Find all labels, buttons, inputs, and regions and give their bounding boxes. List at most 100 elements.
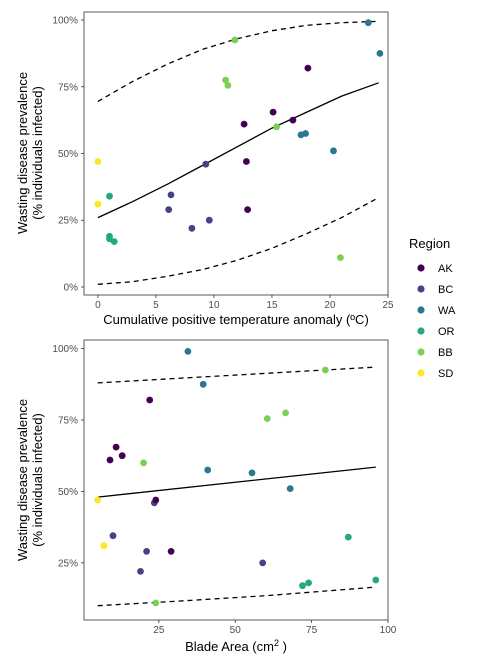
- fit-line: [97, 82, 379, 219]
- legend: Region AK BC WA OR BB SD: [409, 236, 456, 380]
- x-axis-title-text: Blade Area (cm: [185, 639, 274, 654]
- x-axis-title-end: ): [279, 639, 287, 654]
- data-point-or: [106, 192, 113, 200]
- data-point-ak: [304, 64, 312, 72]
- legend-items: AK BC WA OR BB SD: [417, 263, 456, 380]
- data-point-bb: [273, 123, 280, 131]
- x-axis-title-superscript: 2: [274, 638, 279, 648]
- y-axis-ticks: 0% 25% 50% 75% 100%: [52, 16, 84, 293]
- lower-bound-line: [97, 197, 380, 285]
- data-point-wa: [248, 469, 256, 477]
- legend-key-bc: [417, 285, 425, 293]
- data-point-bc: [165, 206, 173, 214]
- data-point-wa: [376, 50, 384, 57]
- plot-border: [83, 339, 389, 621]
- data-point-wa: [330, 147, 337, 155]
- legend-key-wa: [417, 306, 425, 314]
- x-tick-label: 75: [306, 625, 318, 636]
- x-tick-label: 5: [153, 300, 159, 311]
- data-point-wa: [199, 380, 207, 388]
- data-point-ak: [243, 158, 250, 165]
- y-axis-title-line2: (% individuals infected): [30, 413, 45, 547]
- data-point-bb: [224, 82, 232, 89]
- data-point-sd: [100, 542, 108, 550]
- y-tick-label: 100%: [52, 16, 78, 27]
- data-point-bb: [222, 76, 230, 84]
- y-axis-ticks: 25% 50% 75% 100%: [52, 344, 84, 569]
- y-tick-label: 50%: [58, 149, 78, 160]
- y-tick-label: 25%: [58, 558, 78, 569]
- x-axis-title: Blade Area (cm2 ): [185, 638, 287, 654]
- legend-label-sd: SD: [438, 368, 453, 380]
- data-point-bc: [137, 568, 144, 575]
- plot-marks: [94, 19, 384, 285]
- y-axis-title-line1: Wasting disease prevalence: [15, 399, 30, 561]
- legend-key-bb: [417, 348, 425, 356]
- x-tick-label: 10: [208, 300, 220, 311]
- data-point-ak: [152, 496, 160, 504]
- y-tick-label: 75%: [58, 82, 78, 93]
- y-tick-label: 100%: [52, 344, 78, 355]
- data-point-bb: [322, 366, 329, 374]
- data-point-or: [305, 579, 312, 587]
- data-point-ak: [146, 396, 154, 404]
- data-point-bc: [188, 224, 196, 232]
- data-point-wa: [204, 466, 212, 474]
- data-point-wa: [364, 19, 372, 27]
- data-point-ak: [167, 548, 175, 555]
- y-tick-label: 50%: [58, 487, 78, 498]
- x-tick-label: 25: [382, 300, 394, 311]
- x-axis-ticks: 0 5 10 15 20 25: [95, 295, 394, 311]
- fit-line: [97, 466, 376, 498]
- y-tick-label: 25%: [58, 216, 78, 227]
- data-point-bb: [140, 459, 148, 467]
- panel-temperature: 0 5 10 15 20 25 0% 25% 50% 75% 100% Cumulative po…: [15, 11, 394, 327]
- data-point-ak: [244, 206, 252, 214]
- x-tick-label: 0: [95, 300, 101, 311]
- data-point-bc: [205, 216, 213, 224]
- x-axis-ticks: 25 50 75 100: [153, 620, 397, 636]
- upper-bound-line: [97, 366, 376, 384]
- legend-label-bc: BC: [438, 284, 453, 296]
- data-point-ak: [106, 456, 114, 464]
- plot-marks: [94, 348, 380, 607]
- data-point-ak: [240, 120, 248, 128]
- legend-label-wa: WA: [438, 305, 456, 317]
- x-tick-label: 20: [324, 300, 336, 311]
- data-point-sd: [94, 496, 102, 504]
- x-tick-label: 25: [153, 625, 165, 636]
- data-point-ak: [269, 108, 277, 116]
- y-axis-title-line2: (% individuals infected): [30, 86, 45, 220]
- data-point-bc: [259, 559, 267, 567]
- data-point-wa: [286, 485, 294, 492]
- x-tick-label: 15: [266, 300, 278, 311]
- data-point-bb: [263, 415, 271, 422]
- data-point-bc: [143, 548, 151, 555]
- legend-label-ak: AK: [438, 263, 453, 275]
- data-point-or: [372, 576, 380, 584]
- data-point-bc: [167, 191, 175, 199]
- y-axis-title-line1: Wasting disease prevalence: [15, 72, 30, 234]
- data-point-bb: [337, 254, 344, 261]
- y-tick-label: 75%: [58, 416, 78, 427]
- panel-blade-area: 25 50 75 100 25% 50% 75% 100% Blade Area (cm2 …: [15, 339, 397, 654]
- data-point-wa: [302, 130, 309, 137]
- legend-label-or: OR: [438, 326, 455, 338]
- upper-bound-line: [97, 20, 379, 102]
- legend-title: Region: [409, 236, 450, 251]
- data-point-bb: [231, 36, 239, 44]
- legend-key-sd: [417, 369, 425, 377]
- legend-key-ak: [417, 264, 425, 272]
- data-point-bc: [109, 532, 117, 540]
- data-point-sd: [94, 158, 102, 165]
- x-tick-label: 100: [380, 625, 397, 636]
- lower-bound-line: [97, 586, 376, 607]
- data-point-sd: [94, 200, 102, 208]
- x-tick-label: 50: [230, 625, 242, 636]
- data-point-or: [344, 533, 352, 541]
- data-point-wa: [184, 348, 192, 355]
- data-point-bb: [282, 409, 289, 417]
- plot-border: [83, 11, 389, 296]
- data-point-or: [110, 238, 118, 246]
- data-point-ak: [289, 116, 297, 124]
